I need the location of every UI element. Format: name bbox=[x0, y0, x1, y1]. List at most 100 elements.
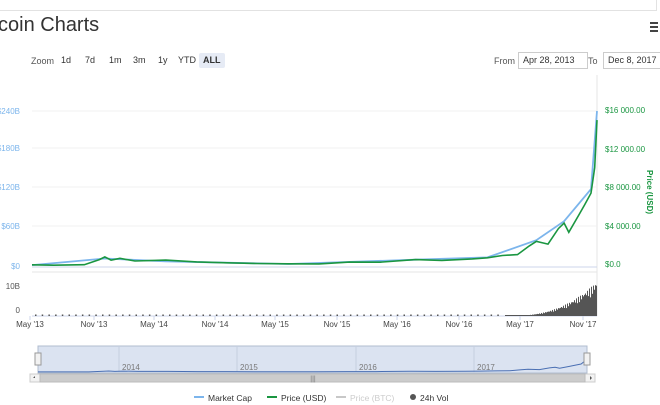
volume-bar bbox=[477, 314, 479, 316]
volume-bar bbox=[309, 314, 312, 316]
volume-bar bbox=[564, 307, 565, 316]
volume-bar bbox=[396, 314, 399, 316]
volume-bar bbox=[276, 314, 278, 316]
volume-bar bbox=[135, 314, 137, 316]
volume-bar bbox=[582, 295, 583, 316]
volume-bar bbox=[515, 315, 516, 316]
volume-bar bbox=[41, 314, 44, 316]
navigator-window bbox=[37, 345, 588, 374]
volume-bar bbox=[547, 311, 548, 316]
volume-bar bbox=[574, 300, 575, 316]
legend-24h-vol[interactable]: 24h Vol bbox=[420, 393, 449, 403]
volume-bar bbox=[544, 313, 545, 316]
hamburger-menu-icon[interactable] bbox=[650, 22, 658, 34]
volume-bar bbox=[532, 314, 533, 316]
volume-bar bbox=[303, 314, 305, 316]
chart-title: coin Charts bbox=[0, 14, 100, 36]
volume-bar bbox=[505, 315, 506, 316]
volume-bar bbox=[142, 314, 144, 316]
volume-bar bbox=[336, 314, 338, 316]
volume-bar bbox=[540, 313, 541, 316]
volume-bar bbox=[282, 314, 285, 316]
volume-bar bbox=[581, 299, 582, 316]
volume-bar bbox=[524, 315, 525, 316]
volume-bar bbox=[570, 304, 571, 316]
volume-bar bbox=[537, 313, 538, 316]
volume-bar bbox=[517, 315, 518, 316]
zoom-ytd-button[interactable]: YTD bbox=[178, 55, 196, 65]
volume-bar bbox=[122, 314, 124, 316]
scrollbar-thumb bbox=[39, 373, 586, 383]
legend-price-usd[interactable]: Price (USD) bbox=[281, 393, 327, 403]
y-right-axis-title: Price (USD) bbox=[645, 170, 654, 215]
zoom-3m-button[interactable]: 3m bbox=[133, 55, 146, 65]
price-usd-line bbox=[31, 120, 598, 267]
volume-bar bbox=[175, 314, 178, 316]
zoom-1m-button[interactable]: 1m bbox=[109, 55, 122, 65]
volume-bar bbox=[511, 315, 512, 316]
volume-bar bbox=[169, 314, 171, 316]
volume-bar bbox=[363, 314, 365, 316]
zoom-7d-button[interactable]: 7d bbox=[85, 55, 96, 65]
volume-bar bbox=[497, 314, 499, 316]
volume-bar bbox=[536, 314, 537, 316]
volume-bar bbox=[148, 314, 151, 316]
volume-bar bbox=[68, 314, 70, 316]
volume-bar bbox=[35, 314, 37, 316]
x-tick-label: May '15 bbox=[261, 320, 289, 329]
volume-bar bbox=[545, 312, 546, 316]
volume-bar bbox=[450, 314, 452, 316]
navigator-series-line bbox=[38, 355, 588, 373]
volume-bar bbox=[463, 314, 466, 316]
volume-bar bbox=[596, 285, 597, 316]
volume-bar bbox=[587, 290, 588, 316]
y-right-tick-label: $0.0 bbox=[605, 260, 621, 269]
zoom-all-button[interactable]: ALL bbox=[199, 53, 225, 68]
volume-bar bbox=[520, 315, 521, 316]
volume-bar bbox=[209, 314, 211, 316]
from-date-input[interactable]: Apr 28, 2013 bbox=[518, 52, 588, 69]
volume-bar bbox=[108, 314, 111, 316]
navigator-left-handle bbox=[34, 352, 42, 366]
legend-price-btc[interactable]: Price (BTC) bbox=[350, 393, 395, 403]
volume-bar bbox=[416, 314, 419, 316]
volume-bar bbox=[568, 306, 569, 316]
volume-bar bbox=[525, 315, 526, 316]
volume-bar bbox=[522, 315, 523, 316]
y-right-tick-label: $4 000.00 bbox=[605, 222, 641, 231]
volume-bar bbox=[430, 314, 432, 316]
volume-bar bbox=[558, 308, 559, 316]
to-date-input[interactable]: Dec 8, 2017 bbox=[603, 52, 660, 69]
volume-bar bbox=[483, 314, 486, 316]
volume-bar bbox=[528, 315, 529, 316]
volume-bar bbox=[533, 314, 534, 316]
volume-bar bbox=[75, 314, 77, 316]
volume-bar bbox=[589, 288, 590, 316]
volume-bar bbox=[560, 307, 561, 316]
market-cap-line bbox=[31, 110, 598, 266]
volume-tick-label: 10B bbox=[6, 282, 20, 291]
volume-bar bbox=[189, 314, 191, 316]
volume-bar bbox=[541, 312, 542, 316]
x-tick-label: Nov '17 bbox=[570, 320, 597, 329]
volume-bar bbox=[571, 302, 572, 316]
zoom-1y-button[interactable]: 1y bbox=[158, 55, 168, 65]
volume-bar bbox=[48, 314, 50, 316]
volume-bar bbox=[182, 314, 184, 316]
volume-bar bbox=[578, 296, 579, 316]
y-left-tick-label: $60B bbox=[1, 222, 20, 231]
volume-bar bbox=[202, 314, 204, 316]
zoom-1d-button[interactable]: 1d bbox=[61, 55, 72, 65]
volume-bar bbox=[577, 303, 578, 316]
volume-bar bbox=[102, 314, 104, 316]
y-left-tick-label: $180B bbox=[0, 144, 20, 153]
y-right-tick-label: $12 000.00 bbox=[605, 145, 646, 154]
volume-bar bbox=[557, 309, 558, 316]
volume-bar bbox=[585, 293, 586, 316]
legend-market-cap[interactable]: Market Cap bbox=[208, 393, 252, 403]
volume-bar bbox=[563, 305, 564, 316]
volume-bar bbox=[586, 295, 587, 316]
volume-bar bbox=[584, 294, 585, 316]
scroll-left-arrow-icon bbox=[33, 376, 35, 378]
x-tick-label: Nov '15 bbox=[324, 320, 351, 329]
